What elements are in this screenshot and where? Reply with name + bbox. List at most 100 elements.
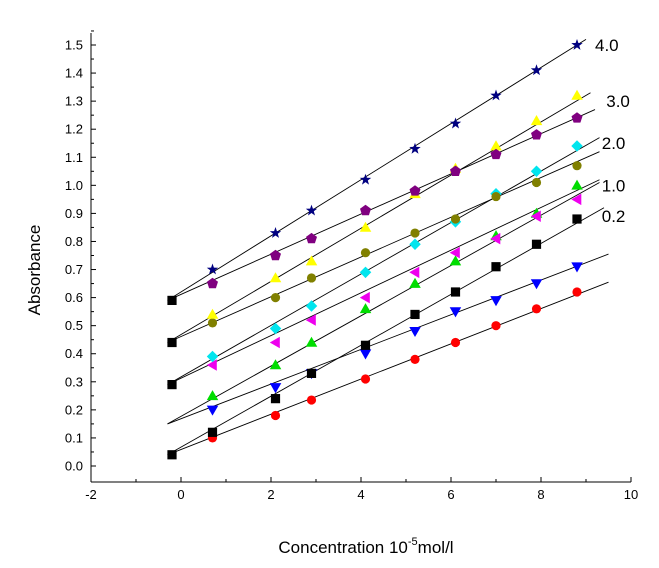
data-points bbox=[167, 39, 583, 460]
data-point bbox=[531, 239, 542, 249]
data-point bbox=[450, 337, 461, 348]
data-point bbox=[270, 394, 281, 404]
data-point bbox=[410, 228, 420, 238]
x-tick-label: 4 bbox=[357, 487, 364, 502]
data-point bbox=[450, 214, 461, 224]
data-point bbox=[531, 177, 542, 188]
data-point bbox=[305, 314, 316, 326]
data-point bbox=[269, 383, 282, 394]
series-labels: 4.0 3.0 2.0 1.0 0.2 bbox=[595, 36, 630, 226]
y-tick-label: 0.2 bbox=[65, 402, 83, 417]
data-point bbox=[409, 266, 420, 279]
data-point bbox=[571, 193, 582, 206]
y-tick-label: 1.0 bbox=[65, 178, 83, 193]
data-point bbox=[207, 318, 218, 328]
data-point bbox=[490, 148, 502, 160]
data-point bbox=[531, 304, 542, 314]
y-tick-label: 0.8 bbox=[65, 234, 83, 249]
fit-line bbox=[167, 281, 609, 456]
x-tick-label: 8 bbox=[537, 487, 544, 502]
data-point bbox=[409, 238, 421, 250]
data-point bbox=[491, 262, 501, 272]
fit-line bbox=[167, 92, 591, 343]
y-tick-label: 1.2 bbox=[65, 122, 83, 137]
data-point bbox=[491, 321, 501, 331]
data-point bbox=[490, 89, 502, 101]
data-point bbox=[531, 129, 542, 140]
data-point bbox=[360, 374, 371, 384]
y-tick-label: 0.3 bbox=[65, 374, 83, 389]
y-tick-label: 0.6 bbox=[65, 290, 83, 305]
x-tick-label: 10 bbox=[624, 487, 638, 502]
series-label: 0.2 bbox=[602, 207, 626, 226]
data-point bbox=[167, 337, 177, 348]
data-point bbox=[572, 161, 582, 171]
data-point bbox=[409, 142, 421, 154]
data-point bbox=[571, 140, 583, 152]
data-point bbox=[269, 336, 280, 349]
data-point bbox=[305, 204, 318, 216]
x-tick-label: -2 bbox=[85, 487, 97, 502]
x-tick-label: 2 bbox=[267, 487, 274, 502]
data-point bbox=[270, 249, 281, 261]
fit-line bbox=[167, 39, 587, 301]
data-point bbox=[409, 327, 421, 337]
x-axis-title-main: Concentration 10 bbox=[278, 538, 407, 557]
y-tick-label: 1.1 bbox=[65, 150, 83, 165]
data-point bbox=[409, 277, 421, 288]
data-point bbox=[571, 112, 583, 123]
data-point bbox=[269, 322, 282, 335]
data-point bbox=[270, 293, 281, 303]
y-axis-title: Absorbance bbox=[25, 225, 44, 316]
data-point bbox=[359, 291, 370, 304]
fit-line bbox=[167, 179, 600, 386]
data-point bbox=[306, 395, 317, 405]
data-point bbox=[206, 359, 217, 371]
data-point bbox=[571, 262, 583, 273]
series-label: 1.0 bbox=[602, 176, 626, 195]
data-point bbox=[572, 214, 582, 224]
data-point bbox=[207, 427, 218, 437]
x-tick-label: 0 bbox=[177, 487, 184, 502]
y-tick-label: 0.1 bbox=[65, 430, 83, 445]
y-tick-label: 1.5 bbox=[65, 38, 83, 53]
data-point bbox=[449, 255, 462, 266]
data-point bbox=[305, 300, 318, 312]
data-point bbox=[360, 340, 371, 350]
fit-lines bbox=[167, 39, 609, 456]
data-point bbox=[206, 350, 219, 363]
data-point bbox=[206, 390, 219, 401]
data-point bbox=[530, 279, 543, 290]
fit-line bbox=[167, 207, 605, 456]
data-point bbox=[530, 64, 543, 76]
data-point bbox=[450, 165, 461, 176]
data-point bbox=[269, 272, 282, 283]
data-point bbox=[206, 263, 219, 275]
data-point bbox=[449, 117, 462, 129]
data-point bbox=[450, 287, 461, 297]
x-axis-title: Concentration 10-5mol/l bbox=[278, 536, 453, 557]
data-point bbox=[360, 204, 371, 216]
data-point bbox=[359, 303, 372, 314]
data-point bbox=[306, 232, 317, 244]
data-point bbox=[359, 221, 372, 232]
fit-line bbox=[167, 182, 600, 425]
y-tick-label: 1.4 bbox=[65, 66, 83, 81]
data-point bbox=[491, 191, 501, 202]
data-point bbox=[572, 287, 582, 297]
data-point bbox=[530, 115, 543, 126]
data-point bbox=[206, 308, 219, 319]
data-point bbox=[449, 246, 460, 259]
data-point bbox=[305, 255, 318, 266]
data-point bbox=[449, 307, 462, 318]
data-point bbox=[490, 232, 501, 245]
data-point bbox=[269, 359, 282, 370]
data-point bbox=[306, 368, 317, 378]
data-point bbox=[359, 349, 372, 360]
data-point bbox=[207, 277, 218, 289]
data-point bbox=[167, 450, 177, 460]
x-tick-label: 6 bbox=[447, 487, 454, 502]
y-tick-label: 0.4 bbox=[65, 346, 83, 361]
data-point bbox=[410, 309, 420, 320]
